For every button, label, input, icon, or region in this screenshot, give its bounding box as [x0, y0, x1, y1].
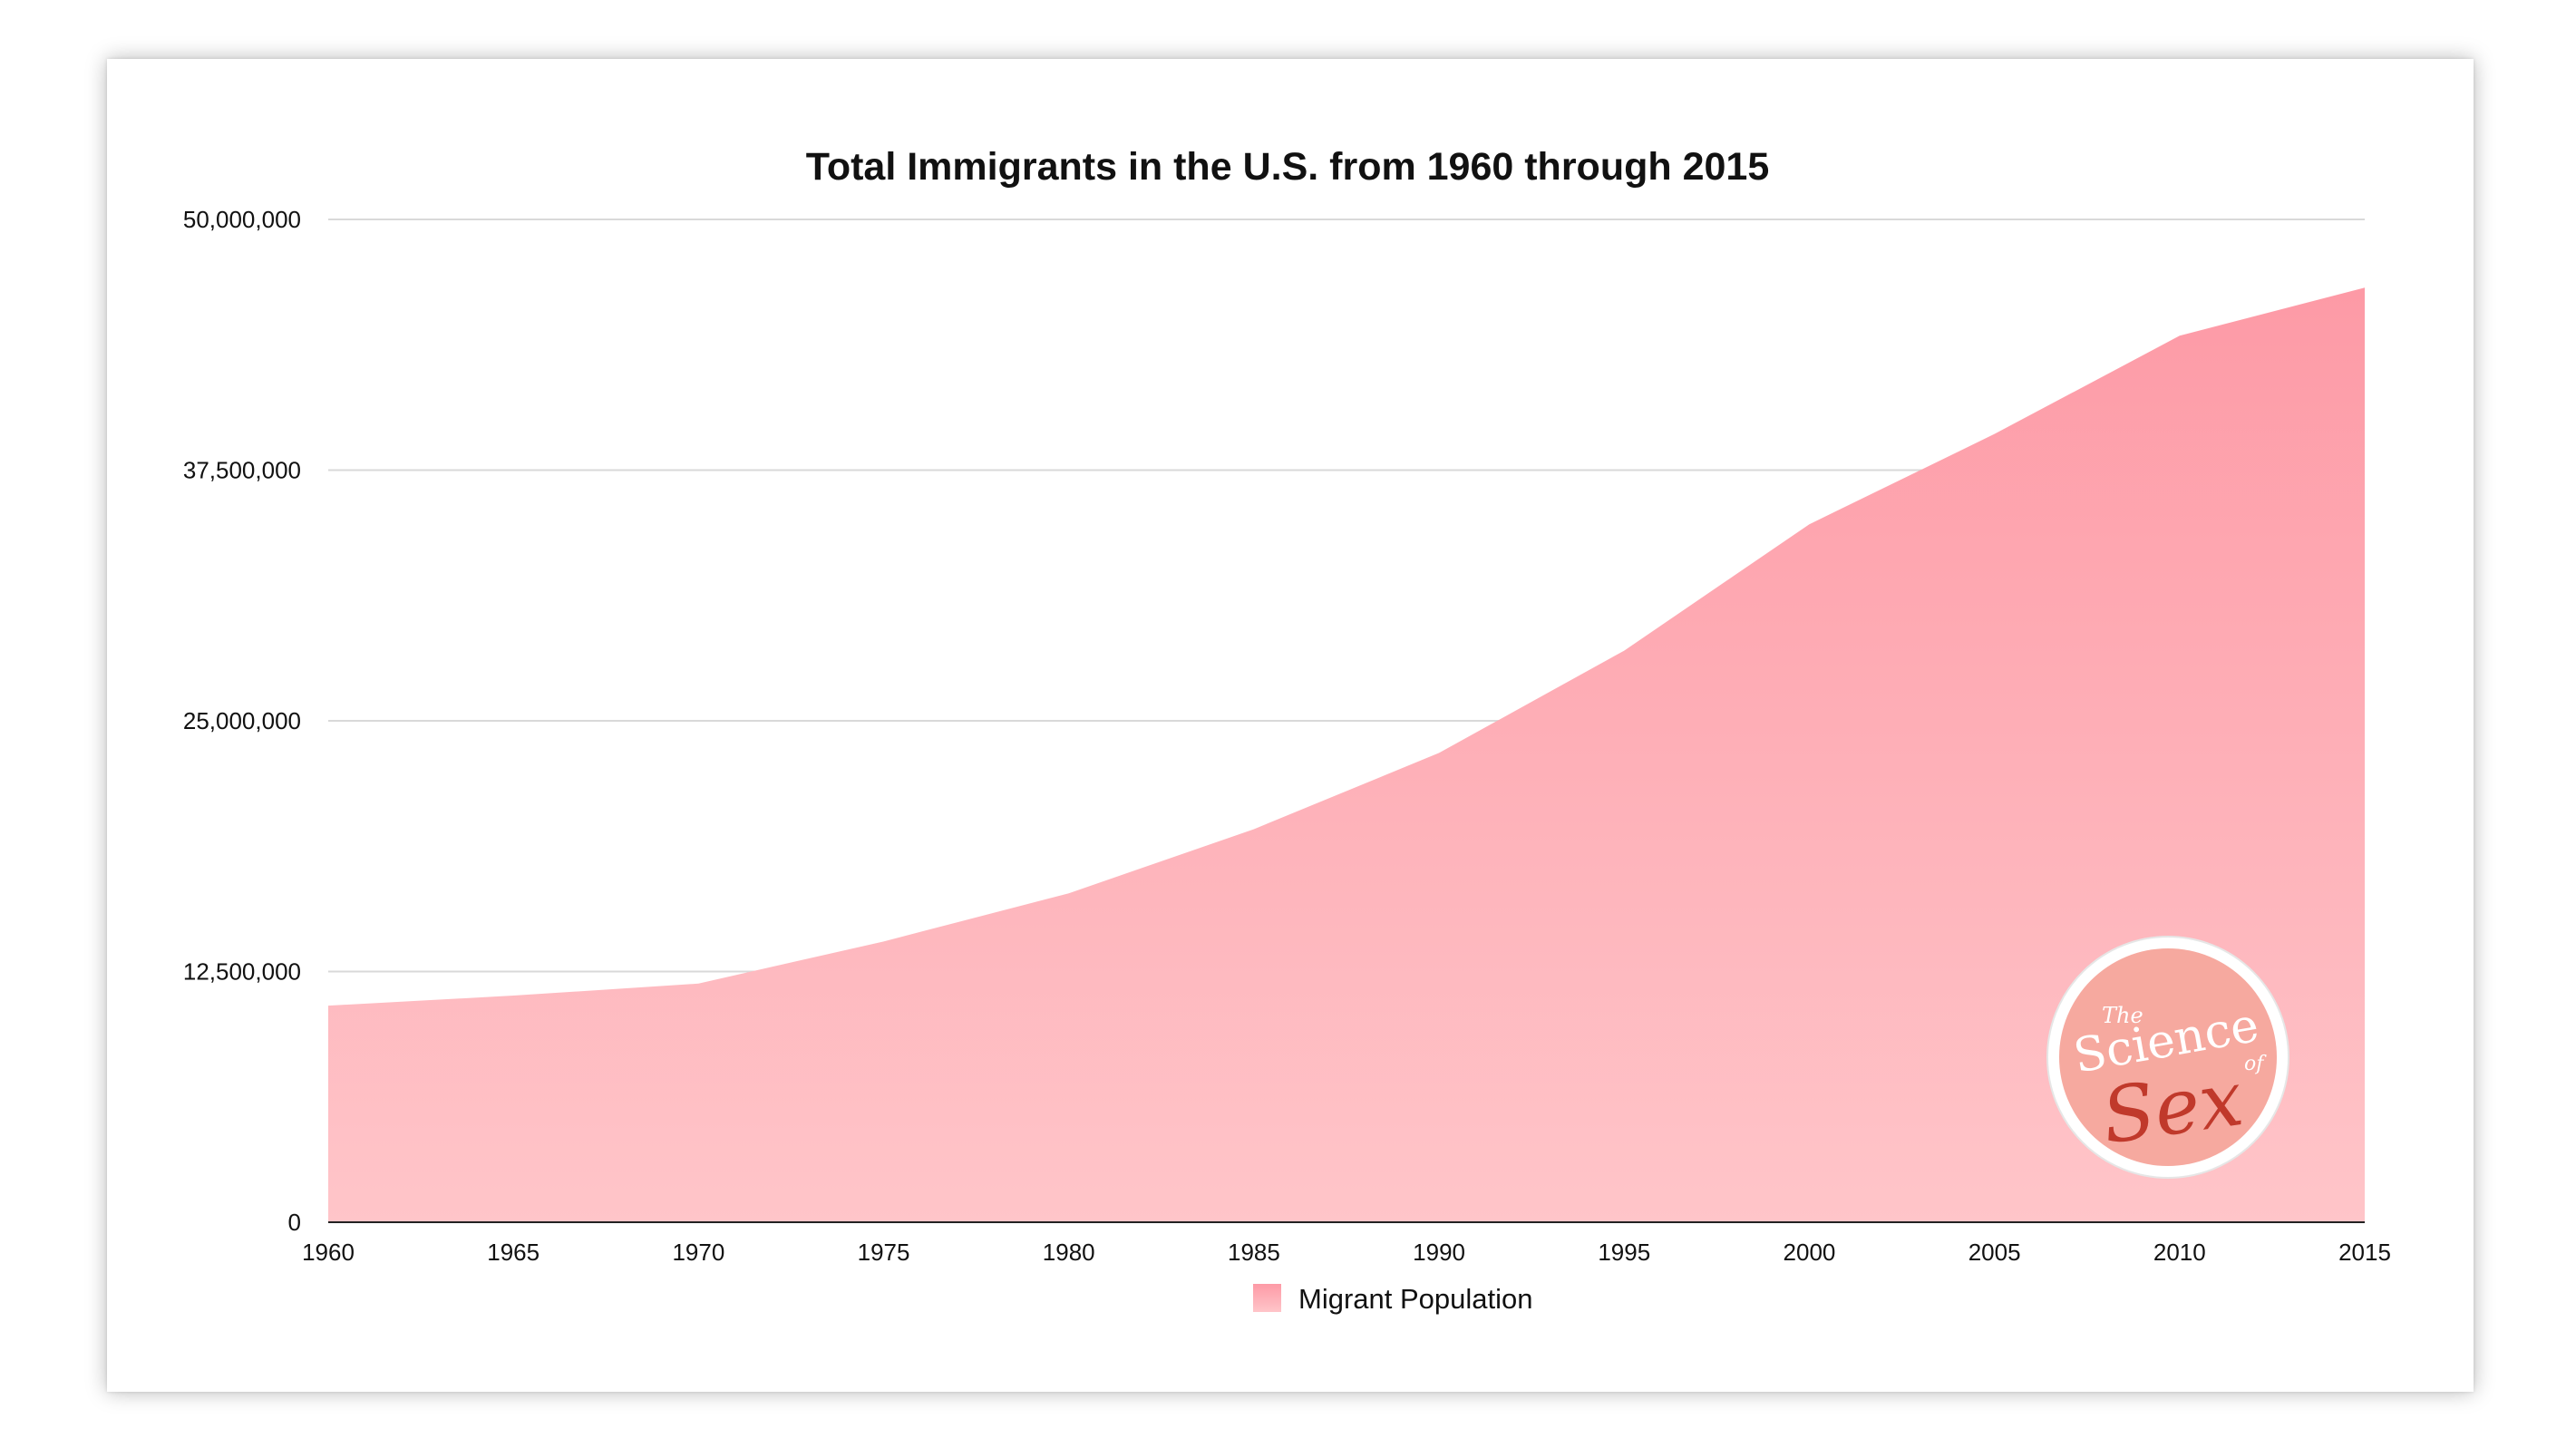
x-tick-label: 2000	[1784, 1239, 1836, 1266]
logo-text-the: The	[2102, 1003, 2143, 1028]
x-tick-label: 1995	[1598, 1239, 1650, 1266]
area-fill	[328, 287, 2365, 1222]
legend-swatch	[1253, 1284, 1281, 1312]
x-tick-label: 1965	[487, 1239, 540, 1266]
x-tick-label: 1970	[672, 1239, 724, 1266]
y-axis-labels: 0 12,500,000 25,000,000 37,500,000 50,000,00…	[183, 206, 301, 1236]
x-tick-label: 2005	[1968, 1239, 2021, 1266]
area-series	[327, 287, 2366, 1223]
y-tick-label: 50,000,000	[183, 206, 301, 233]
x-tick-label: 1990	[1413, 1239, 1465, 1266]
y-tick-label: 0	[288, 1209, 301, 1236]
x-tick-label: 1960	[302, 1239, 355, 1266]
y-tick-label: 37,500,000	[183, 457, 301, 484]
logo-text-sex: Sex	[2097, 1054, 2249, 1161]
logo-text-of: of	[2244, 1053, 2267, 1075]
legend-label: Migrant Population	[1298, 1283, 1533, 1315]
x-tick-label: 2010	[2153, 1239, 2206, 1266]
x-tick-label: 2015	[2338, 1239, 2391, 1266]
y-tick-label: 25,000,000	[183, 707, 301, 734]
x-tick-label: 1980	[1043, 1239, 1095, 1266]
science-of-sex-logo: The Science of Sex	[2046, 936, 2289, 1179]
y-tick-label: 12,500,000	[183, 958, 301, 986]
legend: Migrant Population	[1253, 1283, 1533, 1315]
x-axis-labels: 1960 1965 1970 1975 1980 1985 1990 1995 2000 2005…	[302, 1239, 2391, 1266]
chart-title: Total Immigrants in the U.S. from 1960 t…	[806, 145, 1769, 189]
x-tick-label: 1975	[858, 1239, 910, 1266]
x-tick-label: 1985	[1228, 1239, 1280, 1266]
logo-disc	[2059, 948, 2277, 1166]
